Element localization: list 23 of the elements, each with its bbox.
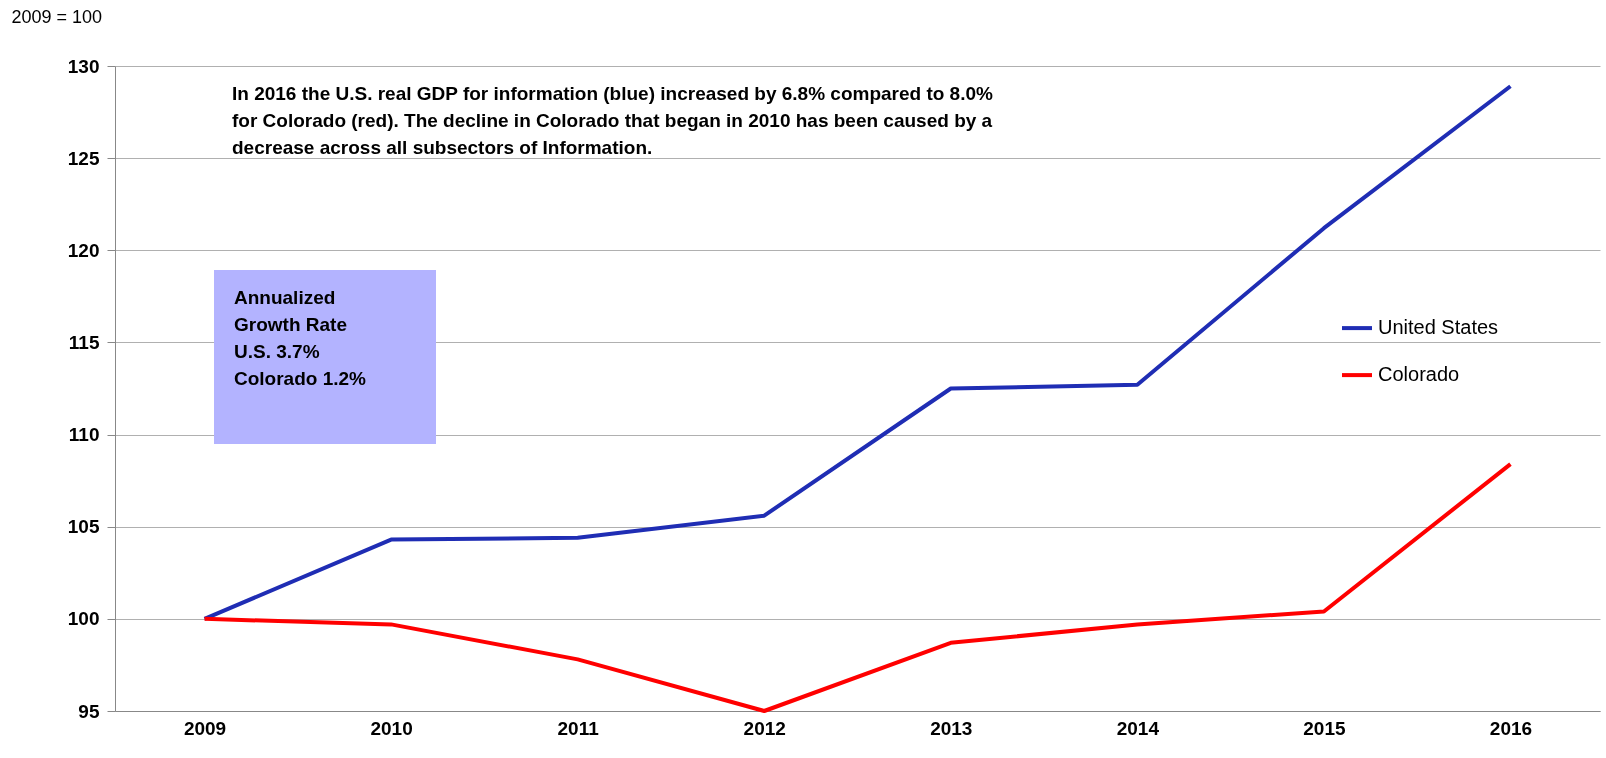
line-series — [202, 462, 1513, 713]
legend-label: Colorado — [1378, 363, 1460, 386]
y-tick-label: 125 — [67, 147, 100, 169]
y-tick-label: 100 — [67, 608, 100, 630]
y-tick-label: 110 — [68, 424, 100, 446]
legend-label: United States — [1378, 316, 1499, 339]
x-tick-label: 2009 — [183, 717, 227, 739]
note-box: Annualized Growth Rate U.S. 3.7% Colorado 1.2% — [214, 270, 436, 444]
y-axis-title: 2009 = 100 — [11, 6, 103, 27]
annotation: In 2016 the U.S. real GDP for information (blue) increased by 6.8% compared to 8.0% for Colorado (red). The decline in Colorado that began in 2010 has been caused by a decrease across all subsectors of Information. — [232, 82, 994, 160]
x-tick-label: 2011 — [557, 717, 600, 739]
line-series — [202, 84, 1513, 621]
x-tick-label: 2016 — [1489, 717, 1533, 739]
x-tick-label: 2010 — [370, 717, 413, 739]
y-tick-label: 120 — [67, 239, 100, 261]
y-tick-label: 95 — [78, 700, 100, 722]
y-tick-label: 130 — [67, 55, 100, 77]
x-tick-label: 2015 — [1303, 717, 1346, 739]
x-tick-label: 2012 — [743, 717, 786, 739]
y-tick-label: 115 — [68, 331, 100, 353]
x-tick-label: 2014 — [1116, 717, 1160, 739]
x-tick-label: 2013 — [930, 717, 973, 739]
y-tick-label: 105 — [67, 516, 100, 538]
